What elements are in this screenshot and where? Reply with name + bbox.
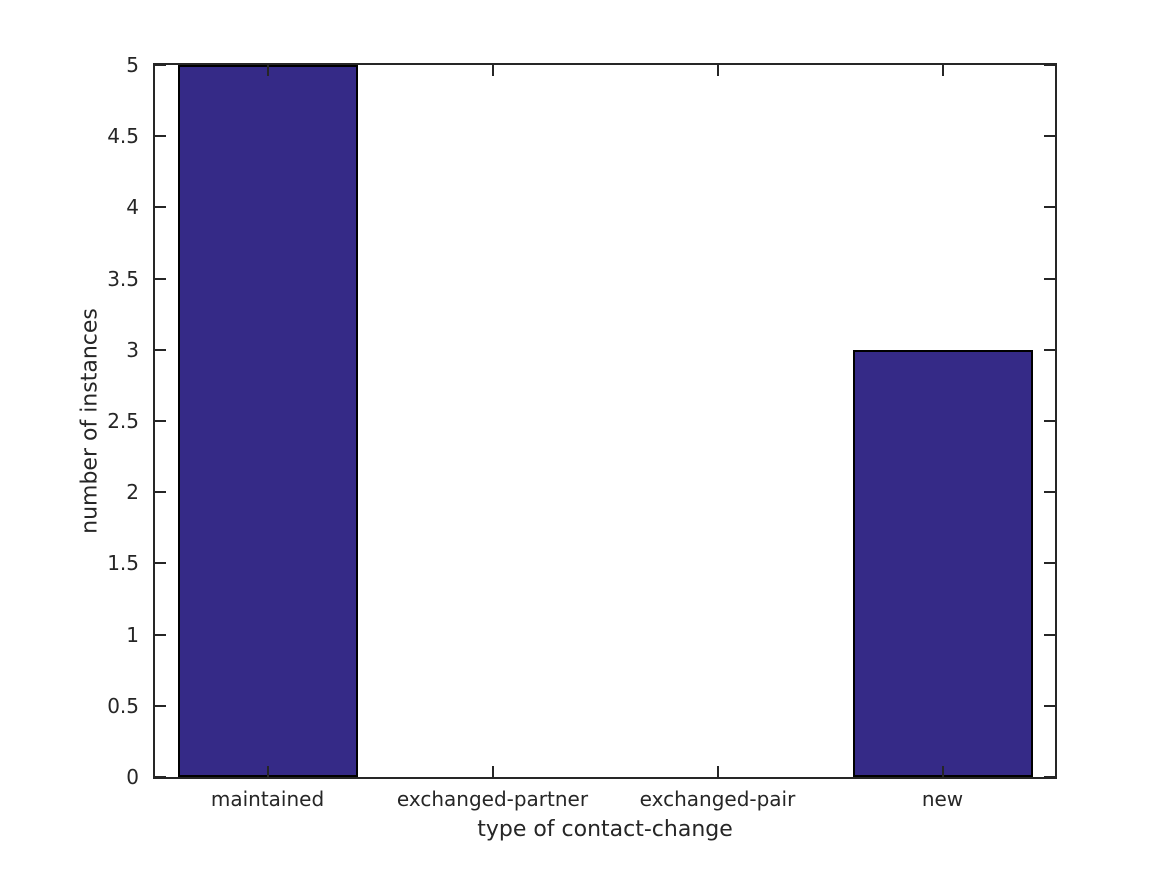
- y-tick-right: [1044, 348, 1055, 351]
- y-tick-left: [155, 704, 166, 707]
- x-tick-bottom: [491, 766, 494, 777]
- y-tick-right: [1044, 135, 1055, 138]
- y-tick-right: [1044, 704, 1055, 707]
- ticks-layer: [155, 64, 1055, 778]
- x-tick-label: exchanged-partner: [396, 787, 589, 811]
- x-tick-top: [716, 65, 719, 76]
- x-tick-bottom: [941, 766, 944, 777]
- bar-maintained: [177, 65, 358, 777]
- y-tick-label: 5: [126, 53, 139, 77]
- y-tick-label: 2.5: [107, 409, 139, 433]
- y-tick-left: [155, 491, 166, 494]
- y-tick-right: [1044, 64, 1055, 66]
- y-tick-right: [1044, 562, 1055, 565]
- x-tick-label: exchanged-pair: [639, 787, 796, 811]
- x-tick-top: [941, 65, 944, 76]
- y-tick-left: [155, 562, 166, 565]
- x-axis-label: type of contact-change: [477, 817, 733, 842]
- x-tick-top: [491, 65, 494, 76]
- y-tick-label: 3.5: [107, 266, 139, 291]
- x-tick-label: maintained: [210, 787, 325, 811]
- y-tick-left: [155, 776, 166, 778]
- y-tick-label: 2: [126, 480, 139, 505]
- x-tick-label: new: [921, 787, 964, 811]
- x-tick-bottom: [716, 766, 719, 777]
- y-tick-label: 1.5: [107, 551, 139, 576]
- x-tick-bottom: [266, 766, 269, 777]
- bars-layer: [155, 65, 1055, 777]
- y-tick-right: [1044, 206, 1055, 209]
- x-tick-top: [266, 65, 269, 76]
- y-tick-label: 0: [126, 765, 139, 789]
- y-tick-label: 0.5: [107, 693, 139, 718]
- y-tick-left: [155, 64, 166, 66]
- y-tick-left: [155, 348, 166, 351]
- y-tick-right: [1044, 277, 1055, 280]
- y-tick-label: 1: [126, 622, 139, 647]
- y-tick-label: 4.5: [107, 124, 139, 149]
- y-tick-left: [155, 206, 166, 209]
- y-tick-right: [1044, 633, 1055, 636]
- y-tick-right: [1044, 420, 1055, 422]
- y-tick-label: 3: [126, 337, 139, 362]
- plot-area: [153, 63, 1057, 779]
- y-tick-left: [155, 135, 166, 138]
- bar-new: [852, 349, 1033, 777]
- y-tick-label: 4: [126, 195, 139, 220]
- y-tick-left: [155, 277, 166, 280]
- y-tick-left: [155, 420, 166, 422]
- y-tick-right: [1044, 776, 1055, 778]
- y-tick-left: [155, 633, 166, 636]
- y-tick-right: [1044, 491, 1055, 494]
